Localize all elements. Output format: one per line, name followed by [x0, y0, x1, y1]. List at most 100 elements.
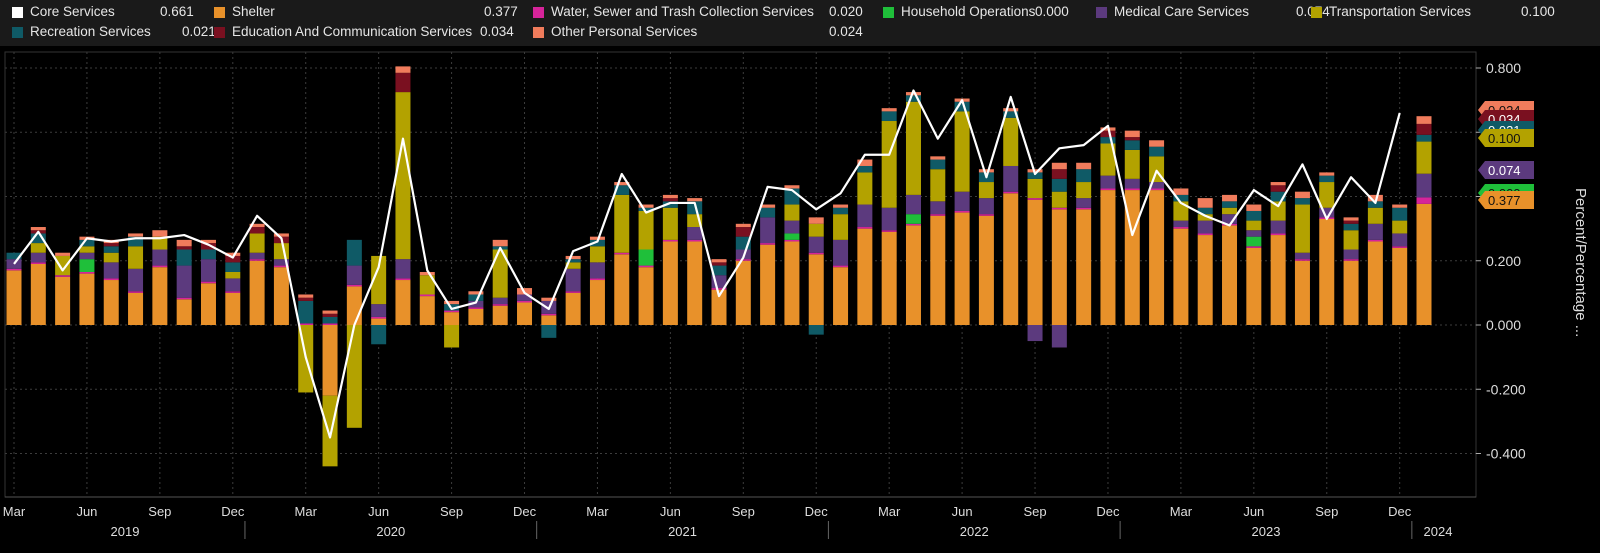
- bar-segment: [1319, 218, 1335, 325]
- bar-segment: [1197, 233, 1213, 236]
- bar-segment: [833, 265, 849, 268]
- bar-segment: [978, 182, 994, 199]
- bar-segment: [735, 259, 751, 261]
- bar-segment: [346, 284, 362, 287]
- bar-segment: [1246, 247, 1262, 325]
- bar-segment: [249, 223, 265, 228]
- bar-segment: [468, 300, 484, 308]
- value-tag-bg: [1478, 129, 1534, 147]
- xtick-month-label: Jun: [1243, 504, 1264, 519]
- bar-segment: [6, 270, 22, 325]
- bar-segment: [687, 227, 703, 240]
- bar-segment: [1222, 207, 1238, 215]
- bar-segment: [1392, 204, 1408, 208]
- bar-segment: [638, 204, 654, 208]
- bar-segment: [1100, 130, 1116, 138]
- bar-segment: [200, 281, 216, 284]
- bar-segment: [1343, 249, 1359, 260]
- bar-segment: [371, 325, 387, 345]
- bar-segment: [1173, 220, 1189, 228]
- legend-label: Transportation Services: [1329, 4, 1472, 19]
- bar-segment: [322, 310, 338, 314]
- bar-segment: [1124, 140, 1140, 150]
- bar-segment: [249, 252, 265, 260]
- bar-segment: [346, 239, 362, 266]
- bar-segment: [468, 308, 484, 325]
- legend-value: 0.021: [182, 24, 216, 39]
- bar-segment: [1270, 191, 1286, 202]
- bar-segment: [6, 268, 22, 271]
- xtick-month-label: Dec: [805, 504, 829, 519]
- legend-label: Household Operations: [901, 4, 1036, 19]
- bar-segment: [833, 239, 849, 266]
- bar-segment: [1392, 220, 1408, 234]
- bar-segment: [225, 291, 241, 293]
- bar-segment: [565, 291, 581, 293]
- bar-segment: [225, 262, 241, 272]
- bar-segment: [857, 159, 873, 166]
- bar-segment: [589, 239, 605, 247]
- bar-segment: [225, 255, 241, 263]
- bar-segment: [249, 227, 265, 234]
- bar-segment: [1246, 236, 1262, 247]
- bar-segment: [1367, 201, 1383, 208]
- bar-segment: [1197, 235, 1213, 325]
- bar-segment: [784, 185, 800, 189]
- bar-segment: [1270, 201, 1286, 221]
- xtick-month-label: Sep: [1023, 504, 1046, 519]
- legend-value: 0.377: [484, 4, 518, 19]
- bar-segment: [1124, 130, 1140, 138]
- bar-segment: [395, 278, 411, 281]
- legend-value: 0.020: [829, 4, 863, 19]
- core-services-line: [13, 89, 1401, 439]
- bar-segment: [200, 283, 216, 325]
- bar-segment: [1173, 227, 1189, 229]
- legend-value: 0.034: [480, 24, 514, 39]
- value-tag-bg: [1478, 191, 1534, 209]
- value-tag-6: 0.377: [1478, 191, 1534, 209]
- bar-segment: [905, 214, 921, 224]
- bar-segment: [1027, 172, 1043, 179]
- bar-segment: [1100, 190, 1116, 325]
- xtick-year-label: 2023: [1252, 524, 1281, 539]
- bar-segment: [881, 231, 897, 325]
- bar-segment: [1270, 235, 1286, 325]
- bar-segment: [1003, 117, 1019, 166]
- bar-segment: [1246, 246, 1262, 248]
- bar-segment: [225, 292, 241, 325]
- bar-segment: [760, 204, 776, 208]
- bar-segment: [808, 325, 824, 335]
- bar-segment: [249, 233, 265, 253]
- bar-segment: [711, 262, 727, 266]
- bar-segment: [419, 275, 435, 295]
- bar-segment: [1100, 188, 1116, 191]
- bar-segment: [1343, 223, 1359, 231]
- bar-segment: [857, 165, 873, 173]
- xtick-year-label: 2020: [376, 524, 405, 539]
- bar-segment: [905, 194, 921, 215]
- bar-segment: [662, 241, 678, 325]
- value-tag-4: 0.074: [1478, 161, 1534, 179]
- bar-segment: [589, 280, 605, 325]
- xtick-month-label: Jun: [660, 504, 681, 519]
- bar-segment: [225, 252, 241, 256]
- bar-segment: [541, 325, 557, 338]
- bar-segment: [371, 316, 387, 319]
- bar-segment: [1124, 178, 1140, 189]
- bar-segment: [1149, 146, 1165, 157]
- bar-segment: [152, 267, 168, 325]
- bar-segment: [1124, 149, 1140, 179]
- bar-segment: [1294, 252, 1310, 260]
- bar-segment: [249, 259, 265, 261]
- bar-segment: [808, 236, 824, 253]
- bar-segment: [176, 265, 192, 298]
- bar-segment: [225, 278, 241, 292]
- bar-segment: [468, 291, 484, 295]
- bar-segment: [1124, 188, 1140, 191]
- xtick-month-label: Dec: [513, 504, 537, 519]
- bar-segment: [1027, 198, 1043, 200]
- legend-label: Medical Care Services: [1114, 4, 1250, 19]
- bar-segment: [784, 220, 800, 234]
- bar-segment: [614, 194, 630, 253]
